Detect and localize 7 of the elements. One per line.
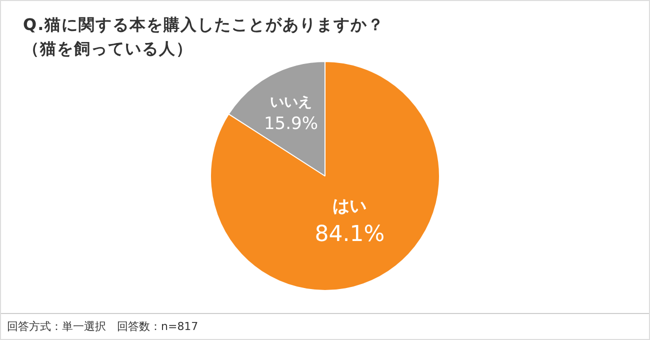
slice-label: いいえ [270, 94, 312, 110]
chart-title: Q.猫に関する本を購入したことがありますか？ [23, 15, 385, 36]
text: 回答方式：単一選択 回答数：n=817 [7, 319, 198, 334]
chart-subtitle: （猫を飼っている人） [23, 39, 193, 60]
data-label: 84.1% [314, 222, 385, 247]
slice-label: はい [332, 196, 367, 217]
data-label: 15.9% [264, 114, 318, 134]
